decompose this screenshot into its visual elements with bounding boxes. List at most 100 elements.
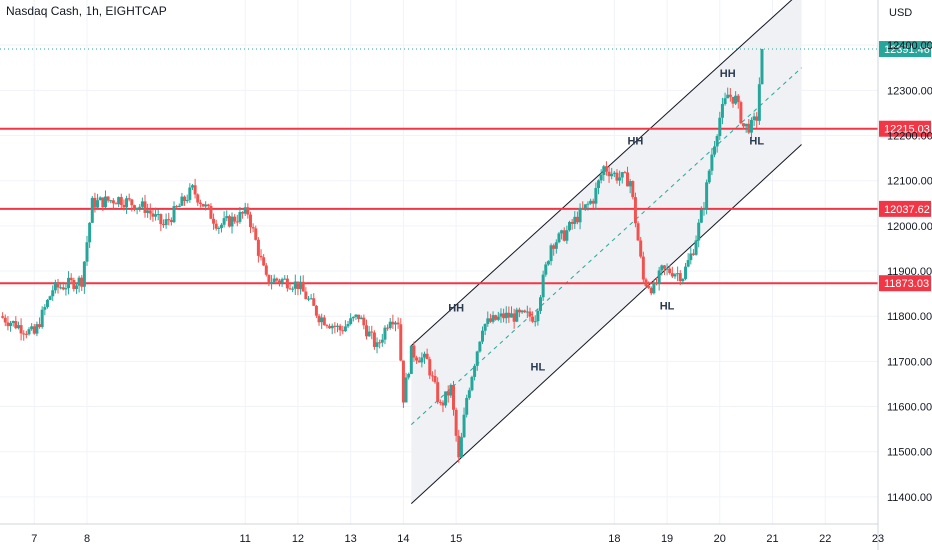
candle-body xyxy=(177,205,181,208)
candle-body xyxy=(420,357,424,363)
candle-body xyxy=(330,325,334,329)
candle-body xyxy=(285,278,289,289)
candle-body xyxy=(544,264,548,275)
candle-body xyxy=(399,324,403,361)
candle-body xyxy=(438,401,442,403)
candle-body xyxy=(436,382,440,402)
candle-body xyxy=(546,261,550,265)
candle-body xyxy=(515,309,519,322)
candle-body xyxy=(293,281,297,289)
candle-body xyxy=(127,198,131,200)
candle-body xyxy=(510,313,514,318)
candle-body xyxy=(333,325,337,327)
time-tick-label: 7 xyxy=(31,533,37,545)
candle-body xyxy=(270,282,274,284)
candle-body xyxy=(686,260,690,267)
candle-body xyxy=(256,239,260,256)
candle-body xyxy=(283,278,287,280)
candle-body xyxy=(433,375,437,383)
candle-body xyxy=(309,298,313,300)
time-tick-label: 14 xyxy=(397,533,409,545)
candle-body xyxy=(40,309,44,328)
candle-body xyxy=(172,206,176,223)
candle-body xyxy=(24,333,28,335)
candle-body xyxy=(222,218,226,225)
candle-body xyxy=(230,216,234,227)
level-price-label: 12215.03 xyxy=(884,124,930,136)
candle-body xyxy=(201,203,205,207)
candle-body xyxy=(64,288,68,290)
candle-body xyxy=(246,207,250,215)
candle-body xyxy=(122,204,126,208)
candle-body xyxy=(262,257,266,266)
level-price-label: 11873.03 xyxy=(884,278,929,290)
candle-body xyxy=(312,298,316,306)
candle-body xyxy=(760,49,764,85)
candle-body xyxy=(51,290,55,297)
price-axis[interactable]: USD 11400.00 11500.00 11600.00 11700.00 1180… xyxy=(877,0,932,550)
candle-body xyxy=(206,204,210,206)
candle-body xyxy=(507,312,511,318)
candle-body xyxy=(125,198,129,208)
candle-body xyxy=(742,123,746,127)
candle-body xyxy=(185,199,189,202)
candle-body xyxy=(380,339,384,343)
candle-body xyxy=(430,375,434,377)
level-price-tag xyxy=(879,275,931,292)
swing-annotation: HH xyxy=(627,136,643,148)
candle-body xyxy=(351,316,355,319)
candle-body xyxy=(425,353,429,360)
candle-body xyxy=(61,287,65,290)
candle-body xyxy=(681,278,685,282)
candle-body xyxy=(272,278,276,283)
candle-body xyxy=(214,223,218,229)
candle-body xyxy=(452,384,456,410)
candle-body xyxy=(755,116,759,121)
candle-body xyxy=(148,210,152,214)
candle-body xyxy=(59,287,63,289)
candle-body xyxy=(417,360,421,363)
candle-body xyxy=(183,196,187,202)
candle-body xyxy=(525,311,529,313)
legend-sep-2: , xyxy=(98,4,106,18)
candle-body xyxy=(30,326,34,330)
swing-annotation: HL xyxy=(531,361,546,373)
candle-body xyxy=(88,222,92,243)
candle-body xyxy=(583,204,587,209)
time-tick-label: 21 xyxy=(766,533,778,545)
candle-body xyxy=(349,318,353,324)
candle-body xyxy=(602,166,606,175)
candle-body xyxy=(67,277,71,289)
candle-body xyxy=(581,207,585,209)
candle-body xyxy=(209,205,213,219)
candle-body xyxy=(119,197,123,205)
swing-annotation: HL xyxy=(660,300,675,312)
level-price-label: 12037.62 xyxy=(884,204,930,216)
candle-body xyxy=(568,221,572,231)
candle-body xyxy=(196,194,200,203)
time-axis[interactable]: 7 8 11 12 13 14 15 18 19 20 21 22 23 xyxy=(0,523,884,545)
candle-body xyxy=(428,359,432,376)
candle-body xyxy=(481,330,485,342)
candle-body xyxy=(393,322,397,325)
price-tick-label: 11800.00 xyxy=(887,311,932,323)
candle-body xyxy=(161,224,165,226)
candle-body xyxy=(533,321,537,323)
candle-body xyxy=(536,310,540,322)
candle-body xyxy=(502,313,506,319)
candle-body xyxy=(235,221,239,223)
candle-body xyxy=(441,402,445,406)
candle-body xyxy=(401,360,405,403)
candle-body xyxy=(314,305,318,316)
candle-body xyxy=(296,281,300,290)
candle-body xyxy=(159,214,163,225)
price-tick-label: 11700.00 xyxy=(887,356,932,368)
candle-body xyxy=(749,119,753,133)
candle-body xyxy=(757,84,761,121)
candle-body xyxy=(32,326,36,334)
candle-body xyxy=(422,353,426,358)
candle-body xyxy=(610,173,614,177)
candle-body xyxy=(726,94,730,99)
candle-body xyxy=(53,282,57,291)
